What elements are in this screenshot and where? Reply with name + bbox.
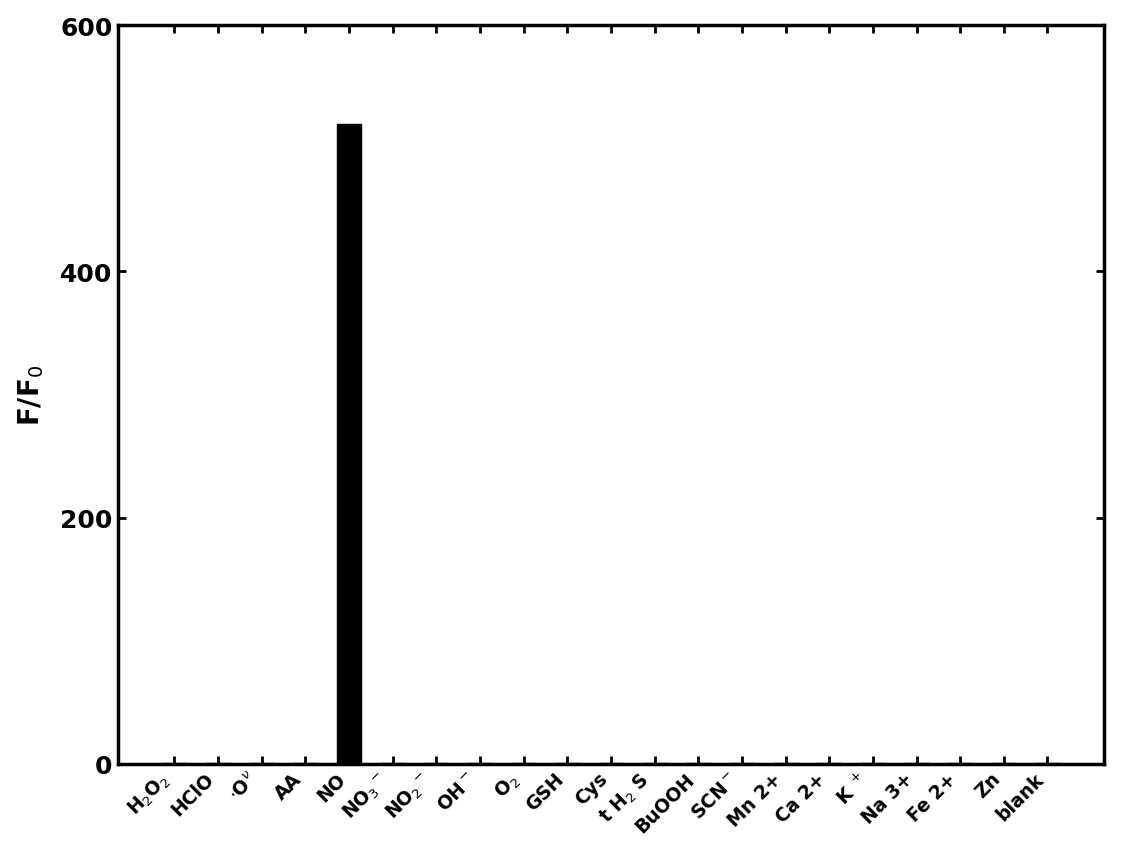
Bar	[948, 763, 972, 764]
Bar	[425, 763, 448, 764]
Bar	[730, 763, 754, 764]
Bar	[250, 763, 274, 764]
Bar	[511, 763, 536, 764]
Bar	[686, 763, 711, 764]
Bar	[381, 763, 405, 764]
Bar	[294, 763, 317, 764]
Bar	[905, 763, 928, 764]
Bar	[861, 763, 884, 764]
Bar	[599, 763, 623, 764]
Bar	[206, 763, 230, 764]
Bar	[163, 763, 186, 764]
Y-axis label: F/F$_0$: F/F$_0$	[17, 365, 46, 426]
Bar	[817, 763, 841, 764]
Bar	[773, 763, 797, 764]
Bar	[555, 763, 580, 764]
Bar	[467, 763, 492, 764]
Bar	[992, 763, 1016, 764]
Bar	[642, 763, 667, 764]
Bar	[1036, 763, 1059, 764]
Bar	[337, 124, 361, 764]
